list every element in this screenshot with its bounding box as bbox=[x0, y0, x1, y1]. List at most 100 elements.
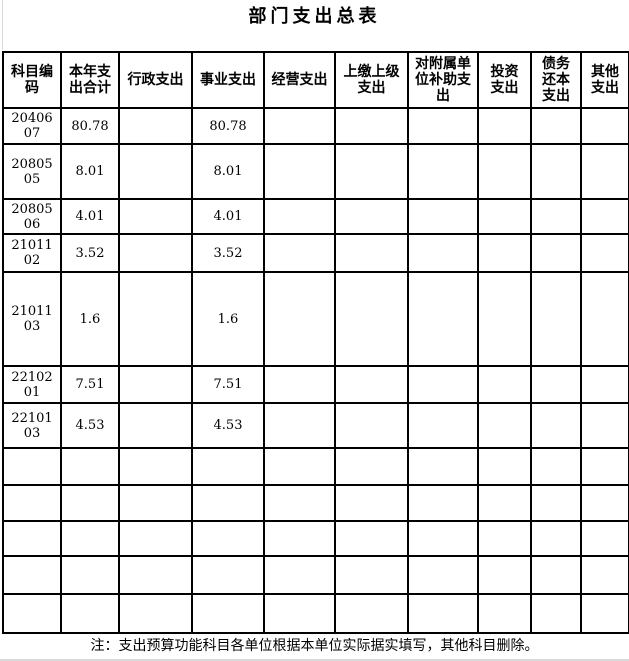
table-cell bbox=[407, 402, 479, 449]
column-header-8: 投资支出 bbox=[477, 51, 532, 109]
table-cell bbox=[477, 402, 532, 449]
table-cell bbox=[407, 198, 479, 235]
table-cell bbox=[118, 233, 193, 273]
column-header-7: 对附属单位补助支出 bbox=[407, 51, 479, 109]
table-cell bbox=[530, 107, 582, 145]
table-cell bbox=[334, 520, 409, 557]
table-row bbox=[2, 520, 629, 557]
table-cell: 4.01 bbox=[191, 198, 265, 235]
table-cell bbox=[334, 107, 409, 145]
table-cell: 3.52 bbox=[191, 233, 265, 273]
table-cell bbox=[2, 520, 62, 557]
table-cell bbox=[118, 365, 193, 404]
table-cell bbox=[118, 484, 193, 522]
table-cell bbox=[118, 593, 193, 634]
table-cell: 8.01 bbox=[191, 143, 265, 200]
table-cell bbox=[191, 555, 265, 595]
table-cell bbox=[263, 107, 336, 145]
column-header-9: 债务还本支出 bbox=[530, 51, 582, 109]
table-row: 2101102 3.52 3.52 bbox=[2, 233, 629, 273]
table-cell: 3.52 bbox=[60, 233, 120, 273]
table-cell bbox=[118, 402, 193, 449]
table-cell bbox=[530, 484, 582, 522]
table-cell bbox=[263, 402, 336, 449]
table-cell bbox=[407, 107, 479, 145]
table-cell bbox=[580, 233, 629, 273]
column-header-4: 事业支出 bbox=[191, 51, 265, 109]
table-cell bbox=[580, 271, 629, 367]
table-cell bbox=[580, 484, 629, 522]
table-cell bbox=[407, 593, 479, 634]
table-cell bbox=[334, 233, 409, 273]
table-row: 2210103 4.53 4.53 bbox=[2, 402, 629, 449]
table-cell bbox=[2, 447, 62, 486]
table-cell bbox=[477, 520, 532, 557]
table-cell bbox=[60, 555, 120, 595]
table-cell: 2210103 bbox=[2, 402, 62, 449]
table-cell bbox=[580, 143, 629, 200]
column-header-5: 经营支出 bbox=[263, 51, 336, 109]
table-cell bbox=[530, 271, 582, 367]
table-cell: 4.53 bbox=[60, 402, 120, 449]
table-cell bbox=[407, 143, 479, 200]
table-cell bbox=[530, 365, 582, 404]
table-cell bbox=[334, 593, 409, 634]
table-row: 2080505 8.01 8.01 bbox=[2, 143, 629, 200]
table-cell bbox=[191, 520, 265, 557]
table-cell bbox=[407, 484, 479, 522]
table-cell: 2080505 bbox=[2, 143, 62, 200]
table-cell bbox=[118, 198, 193, 235]
table-cell: 2210201 bbox=[2, 365, 62, 404]
table-cell: 1.6 bbox=[60, 271, 120, 367]
table-cell bbox=[477, 365, 532, 404]
table-row bbox=[2, 484, 629, 522]
table-cell bbox=[263, 520, 336, 557]
table-cell bbox=[60, 447, 120, 486]
table-cell bbox=[477, 447, 532, 486]
table-cell bbox=[263, 484, 336, 522]
gridline-bottom-edge bbox=[0, 659, 629, 661]
table-cell bbox=[477, 198, 532, 235]
table-cell bbox=[407, 447, 479, 486]
table-cell: 2101102 bbox=[2, 233, 62, 273]
table-row bbox=[2, 555, 629, 595]
table-cell bbox=[118, 520, 193, 557]
table-cell bbox=[407, 365, 479, 404]
table-row: 2101103 1.6 1.6 bbox=[2, 271, 629, 367]
table-cell bbox=[530, 520, 582, 557]
table-cell: 1.6 bbox=[191, 271, 265, 367]
table-cell bbox=[334, 555, 409, 595]
table-cell bbox=[580, 365, 629, 404]
table-cell bbox=[263, 593, 336, 634]
table-cell bbox=[477, 107, 532, 145]
table-cell bbox=[530, 593, 582, 634]
table-cell: 2080506 bbox=[2, 198, 62, 235]
column-header-6: 上缴上级支出 bbox=[334, 51, 409, 109]
table-cell bbox=[580, 447, 629, 486]
table-cell bbox=[334, 402, 409, 449]
table-cell bbox=[530, 555, 582, 595]
table-cell bbox=[263, 233, 336, 273]
table-cell bbox=[334, 365, 409, 404]
table-cell bbox=[407, 520, 479, 557]
table-cell bbox=[60, 484, 120, 522]
table-cell bbox=[191, 447, 265, 486]
table-cell bbox=[477, 233, 532, 273]
table-cell bbox=[407, 233, 479, 273]
table-cell bbox=[580, 520, 629, 557]
table-cell bbox=[2, 555, 62, 595]
table-cell bbox=[334, 143, 409, 200]
page-title: 部门支出总表 bbox=[248, 6, 381, 27]
table-cell bbox=[60, 520, 120, 557]
table-cell bbox=[477, 593, 532, 634]
table-cell bbox=[2, 484, 62, 522]
table-cell: 4.01 bbox=[60, 198, 120, 235]
table-cell bbox=[191, 593, 265, 634]
table-cell: 7.51 bbox=[191, 365, 265, 404]
table-cell bbox=[580, 107, 629, 145]
table-cell bbox=[477, 143, 532, 200]
table-cell bbox=[530, 447, 582, 486]
table-cell bbox=[477, 271, 532, 367]
table-cell bbox=[263, 555, 336, 595]
